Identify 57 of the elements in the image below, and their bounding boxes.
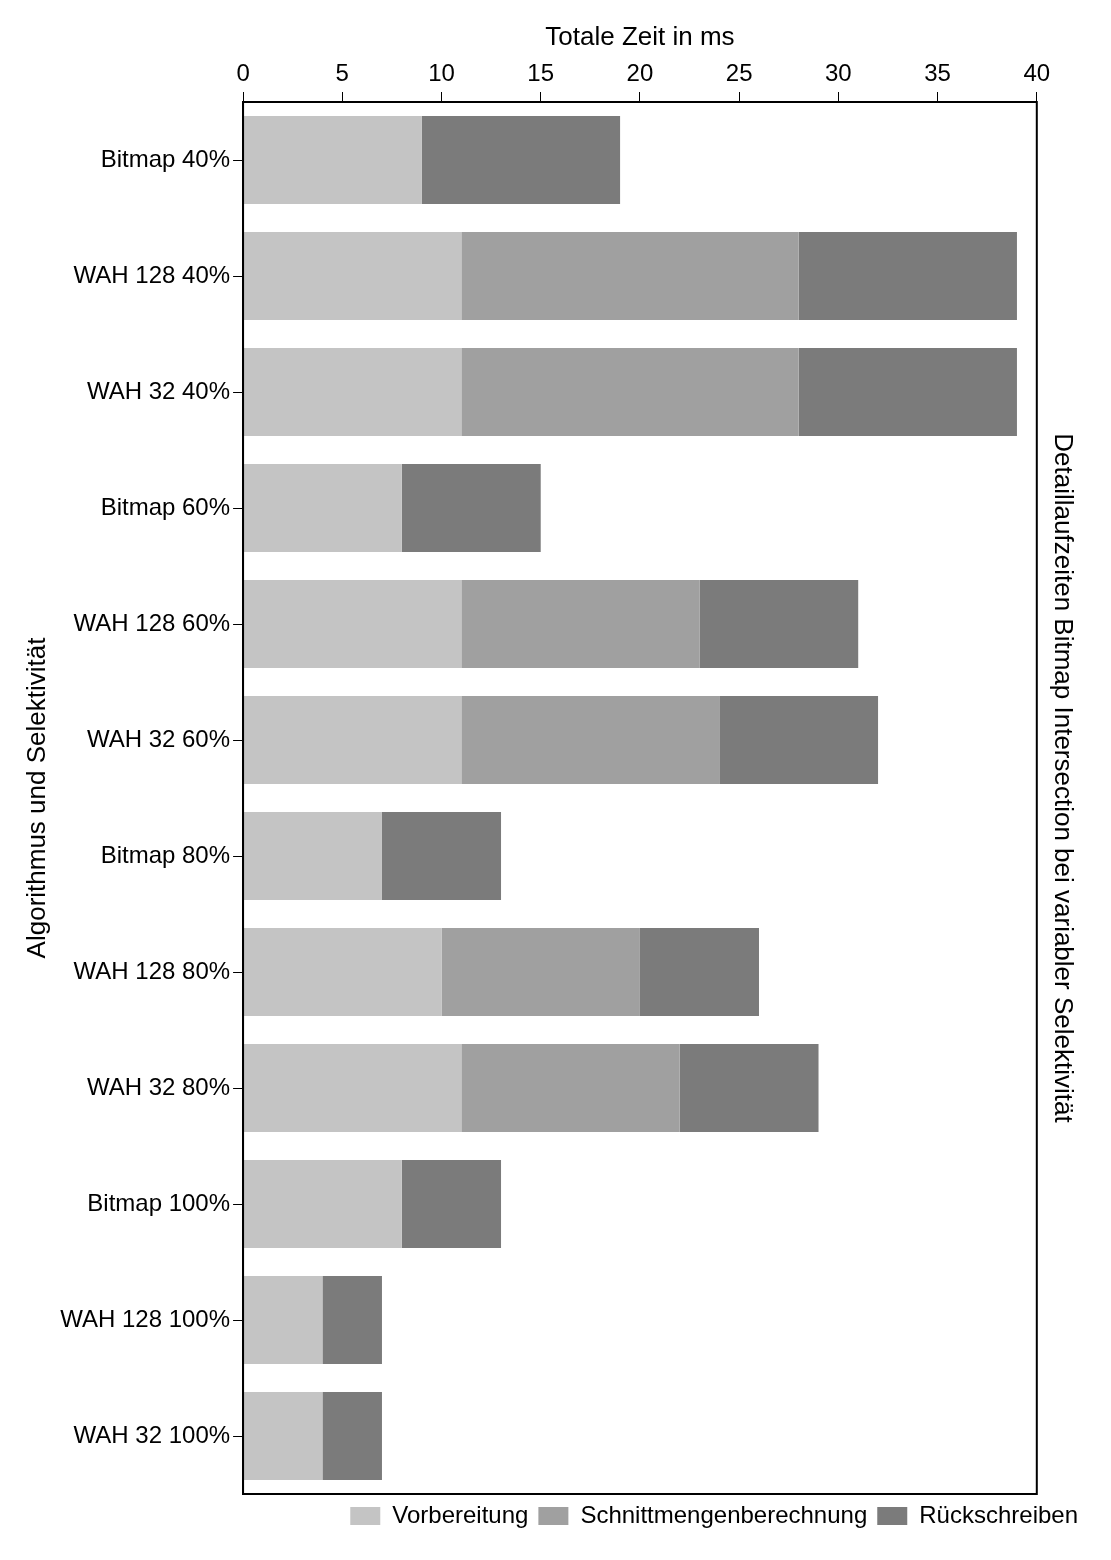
x-tick-label: 25	[725, 59, 753, 87]
x-tick-label: 40	[1023, 59, 1051, 87]
bar	[461, 1043, 680, 1133]
y-tick-label: WAH 128 60%	[73, 608, 231, 636]
y-tick-label: WAH 128 80%	[73, 956, 231, 984]
bar	[243, 811, 382, 901]
bar	[401, 1159, 502, 1249]
bar	[243, 1043, 462, 1133]
y-tick-label: Bitmap 60%	[100, 492, 231, 520]
bar	[381, 811, 502, 901]
bar	[639, 927, 759, 1017]
y-tick-label: Bitmap 100%	[87, 1188, 231, 1216]
y-tick-label: Bitmap 40%	[100, 144, 231, 172]
x-tick-label: 30	[825, 59, 852, 87]
bar	[243, 1159, 402, 1249]
x-tick-label: 35	[924, 59, 951, 87]
bar	[461, 347, 799, 437]
bar	[243, 231, 462, 321]
legend-label: Rückschreiben	[919, 1500, 1079, 1528]
y-tick-label: WAH 128 40%	[73, 260, 231, 288]
bar	[441, 927, 640, 1017]
y-tick-label: WAH 128 100%	[60, 1304, 231, 1332]
y-tick-label: WAH 32 60%	[86, 724, 231, 752]
bar	[322, 1275, 382, 1365]
bar	[461, 579, 700, 669]
bar	[243, 115, 422, 205]
x-axis-title: Totale Zeit in ms	[545, 20, 735, 51]
bar	[243, 463, 402, 553]
bar	[243, 1391, 323, 1481]
y-tick-label: WAH 32 40%	[86, 376, 231, 404]
bar	[243, 347, 462, 437]
x-tick-label: 5	[335, 59, 349, 87]
bar	[421, 115, 621, 205]
bar	[401, 463, 541, 553]
bar	[798, 347, 1017, 437]
bar	[243, 579, 462, 669]
x-tick-label: 10	[428, 59, 455, 87]
y-tick-label: WAH 32 80%	[86, 1072, 231, 1100]
y-axis-title: Algorithmus und Selektivität	[20, 636, 51, 959]
y-tick-label: Bitmap 80%	[100, 840, 231, 868]
bar	[461, 231, 799, 321]
bar	[699, 579, 859, 669]
bar	[719, 695, 879, 785]
legend-label: Vorbereitung	[392, 1500, 529, 1528]
bar	[322, 1391, 382, 1481]
bar	[243, 1275, 323, 1365]
x-tick-label: 15	[527, 59, 555, 87]
bar	[243, 695, 462, 785]
bar	[679, 1043, 819, 1133]
y-tick-label: WAH 32 100%	[73, 1420, 231, 1448]
text: Detaillaufzeiten Bitmap Intersection bei variabler Selektivität	[1049, 433, 1080, 1124]
bar	[243, 927, 442, 1017]
bar	[461, 695, 720, 785]
x-tick-label: 0	[236, 59, 250, 87]
legend-label: Schnittmengenberechnung	[580, 1500, 868, 1528]
x-tick-label: 20	[626, 59, 654, 87]
bar	[798, 231, 1017, 321]
